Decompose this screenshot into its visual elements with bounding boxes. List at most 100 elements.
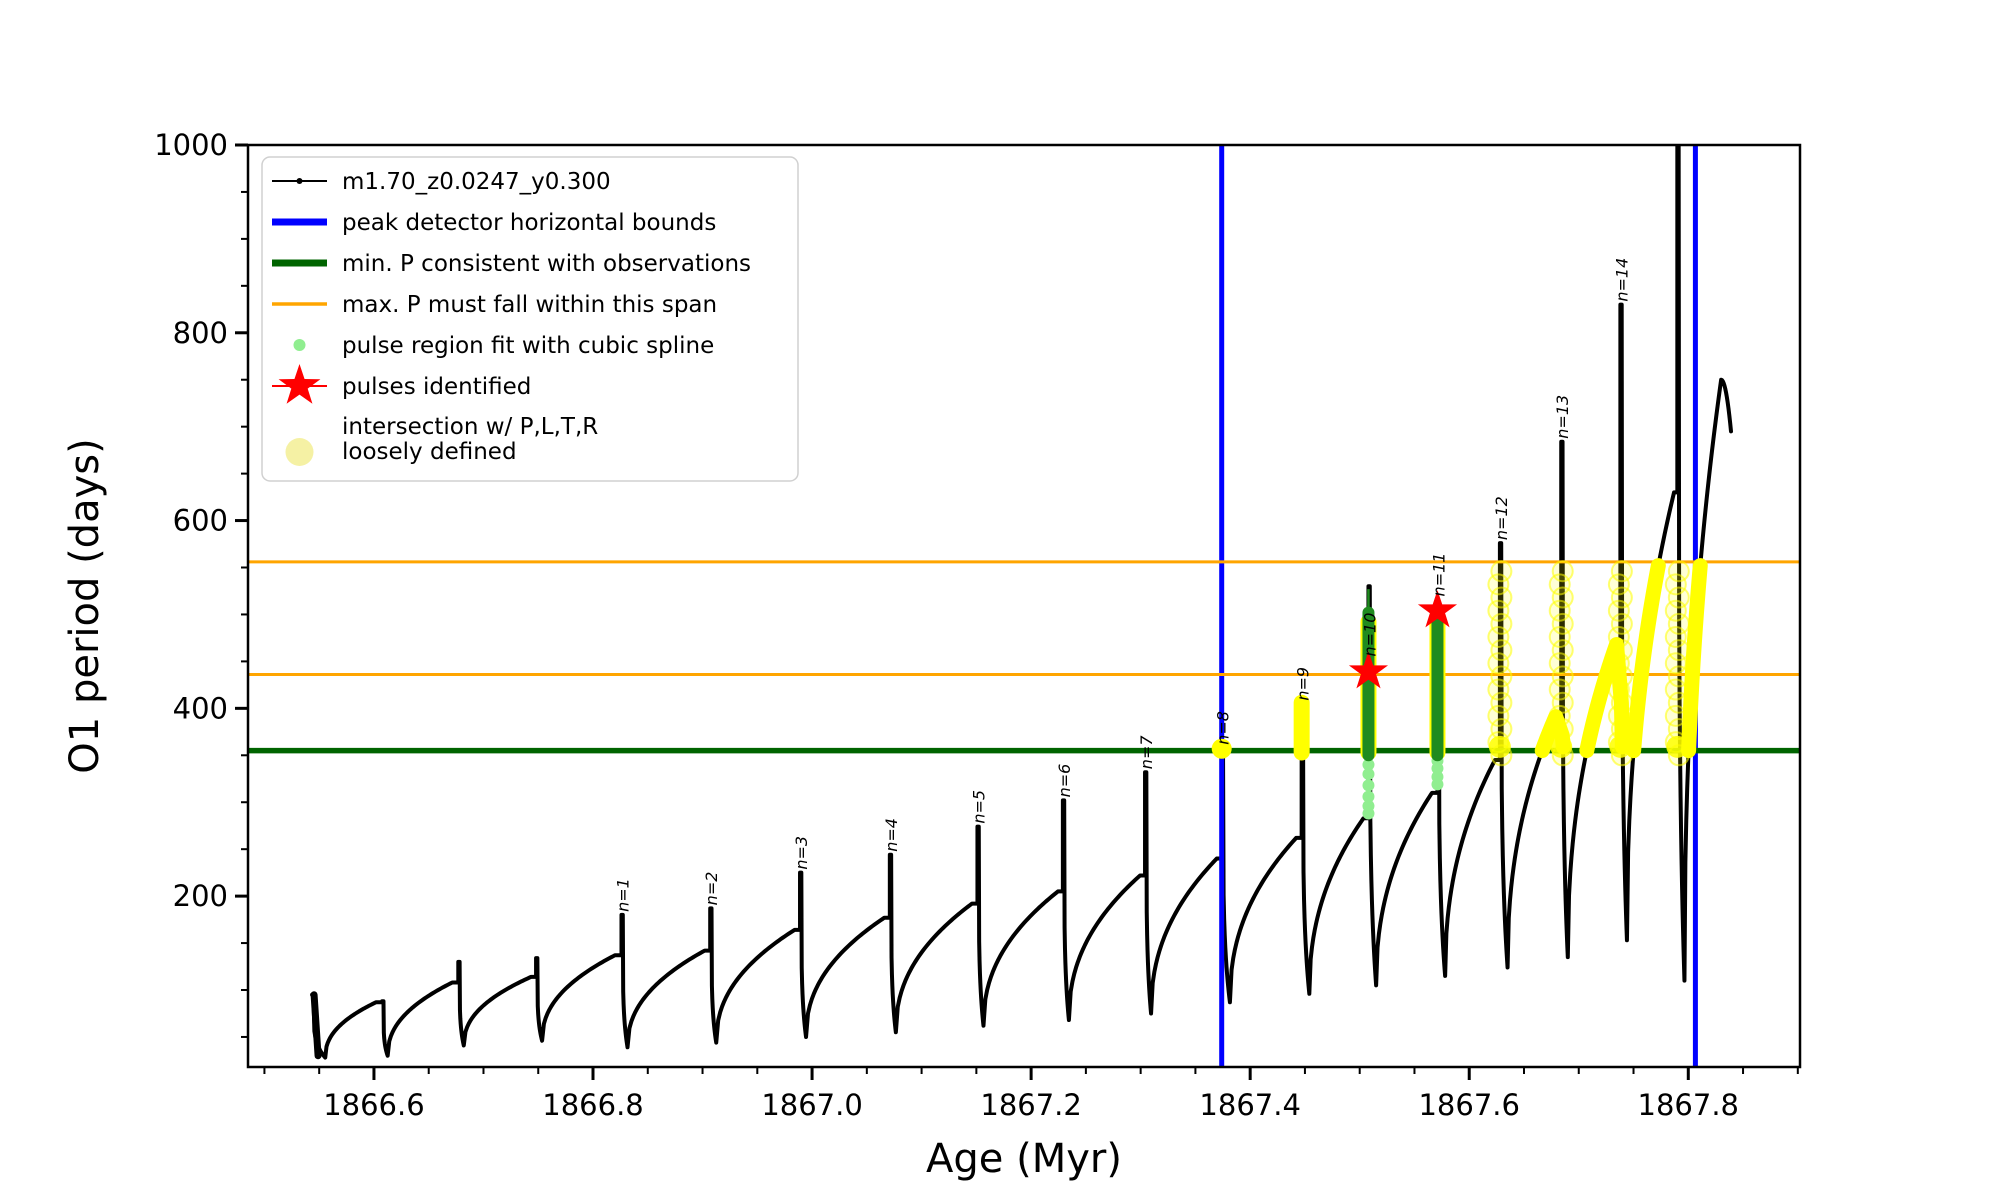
x-tick-label: 1867.6 bbox=[1418, 1088, 1519, 1122]
intersection-blob bbox=[1488, 735, 1511, 758]
intersection-band-4 bbox=[1681, 558, 1708, 759]
y-axis-title: O1 period (days) bbox=[62, 438, 108, 773]
intersection-ring bbox=[1664, 599, 1687, 622]
legend-label: pulse region fit with cubic spline bbox=[342, 333, 714, 359]
legend-dot-sample bbox=[296, 178, 303, 184]
legend-label: min. P consistent with observations bbox=[342, 251, 751, 277]
intersection-ring bbox=[1487, 573, 1510, 596]
pulse-identified-star-1 bbox=[1348, 651, 1389, 689]
y-tick-label: 1000 bbox=[154, 128, 228, 162]
intersection-ring bbox=[1551, 612, 1574, 635]
intersection-ring bbox=[1487, 599, 1510, 622]
intersection-ring bbox=[1490, 586, 1513, 609]
legend-entry-5: pulse region fit with cubic spline bbox=[293, 333, 714, 359]
legend-entry-2: peak detector horizontal bounds bbox=[272, 210, 716, 236]
intersection-ring bbox=[1490, 691, 1513, 714]
x-tick-label: 1867.2 bbox=[980, 1088, 1081, 1122]
pulse-identified-star-2 bbox=[1417, 590, 1458, 628]
pulse-label-n14: n=14 bbox=[1612, 258, 1631, 302]
y-tick-label: 600 bbox=[173, 504, 228, 538]
pulse-label-n9: n=9 bbox=[1294, 667, 1313, 701]
intersection-ring bbox=[1487, 652, 1510, 675]
spline-fit-dot bbox=[1362, 768, 1375, 781]
intersection-ring bbox=[1490, 665, 1513, 688]
intersection-ring bbox=[1664, 625, 1687, 648]
spline-fit-dot bbox=[1362, 807, 1375, 820]
spline-fit-dot bbox=[1431, 762, 1444, 775]
x-tick-label: 1867.8 bbox=[1638, 1088, 1739, 1122]
pulse-label-n8: n=8 bbox=[1214, 711, 1233, 745]
legend-star-sample bbox=[278, 364, 321, 404]
intersection-ring bbox=[1610, 612, 1633, 635]
legend-entry-6: pulses identified bbox=[272, 364, 531, 404]
intersection-ring bbox=[1551, 665, 1574, 688]
intersection-ring bbox=[1551, 691, 1574, 714]
pulse-label-n2: n=2 bbox=[702, 872, 721, 906]
intersection-ring bbox=[1548, 573, 1571, 596]
pulse-period-curve bbox=[310, 145, 1733, 1060]
intersection-ring bbox=[1490, 639, 1513, 662]
intersection-ring bbox=[1551, 560, 1574, 583]
intersection-ring bbox=[1548, 625, 1571, 648]
intersection-ring bbox=[1667, 586, 1690, 609]
pulse-label-n3: n=3 bbox=[792, 836, 811, 870]
x-tick-label: 1866.6 bbox=[323, 1088, 424, 1122]
intersection-band-2 bbox=[1579, 636, 1630, 759]
pulse-label-n11: n=11 bbox=[1429, 553, 1448, 597]
pulse-label-n4: n=4 bbox=[882, 818, 901, 852]
x-tick-label: 1866.8 bbox=[542, 1088, 643, 1122]
x-axis-title: Age (Myr) bbox=[926, 1136, 1122, 1182]
intersection-ring bbox=[1607, 599, 1630, 622]
intersection-ring bbox=[1664, 573, 1687, 596]
pulse-label-n12: n=12 bbox=[1492, 496, 1511, 540]
legend-entry-7: intersection w/ P,L,T,R loosely defined bbox=[285, 414, 598, 466]
intersection-band-3 bbox=[1626, 558, 1666, 759]
intersection-ring bbox=[1487, 704, 1510, 727]
legend-entry-3: min. P consistent with observations bbox=[272, 251, 751, 277]
intersection-band-1 bbox=[1534, 709, 1571, 759]
intersection-dot-n8 bbox=[1211, 738, 1232, 759]
y-tick-label: 400 bbox=[173, 691, 228, 725]
x-tick-label: 1867.0 bbox=[761, 1088, 862, 1122]
intersection-ring-column-4 bbox=[1664, 560, 1690, 767]
intersection-ring bbox=[1607, 573, 1630, 596]
plot-frame bbox=[246, 143, 1802, 1069]
legend-label: peak detector horizontal bounds bbox=[342, 210, 716, 236]
intersection-ring bbox=[1610, 586, 1633, 609]
legend-label: m1.70_z0.0247_y0.300 bbox=[342, 169, 611, 195]
intersection-ring bbox=[1490, 560, 1513, 583]
legend-entry-1: m1.70_z0.0247_y0.300 bbox=[272, 169, 611, 195]
intersection-ring bbox=[1551, 639, 1574, 662]
spline-fit-dots-1 bbox=[1362, 758, 1375, 820]
legend-label: max. P must fall within this span bbox=[342, 292, 717, 318]
pulse-label-n6: n=6 bbox=[1055, 764, 1074, 798]
pulse-label-n10: n=10 bbox=[1360, 613, 1379, 657]
pulse-label-n13: n=13 bbox=[1553, 395, 1572, 439]
intersection-ring bbox=[1487, 678, 1510, 701]
pulse-label-n7: n=7 bbox=[1137, 735, 1156, 770]
legend-label: intersection w/ P,L,T,R loosely defined bbox=[342, 414, 598, 465]
intersection-ring bbox=[1610, 560, 1633, 583]
intersection-ring bbox=[1548, 652, 1571, 675]
legend-label: pulses identified bbox=[342, 374, 531, 400]
intersection-ring bbox=[1667, 560, 1690, 583]
legend-entry-4: max. P must fall within this span bbox=[272, 292, 717, 318]
spline-fit-dot bbox=[1362, 758, 1375, 771]
intersection-ring-column-1 bbox=[1487, 560, 1513, 767]
y-tick-label: 800 bbox=[173, 316, 228, 350]
pulse-label-n1: n=1 bbox=[613, 878, 632, 912]
spline-fit-dot bbox=[1362, 779, 1375, 792]
y-tick-label: 200 bbox=[173, 879, 228, 913]
x-tick-label: 1867.4 bbox=[1199, 1088, 1300, 1122]
intersection-ring bbox=[1551, 586, 1574, 609]
spline-fit-dot bbox=[1431, 778, 1444, 791]
legend-box bbox=[261, 156, 799, 482]
intersection-ring bbox=[1490, 612, 1513, 635]
spline-fit-dot bbox=[1362, 790, 1375, 803]
legend-dot-sample bbox=[293, 339, 306, 351]
pulse-label-n5: n=5 bbox=[969, 790, 988, 824]
legend-dot-sample bbox=[285, 438, 314, 466]
curve-start-blob bbox=[310, 991, 322, 1060]
